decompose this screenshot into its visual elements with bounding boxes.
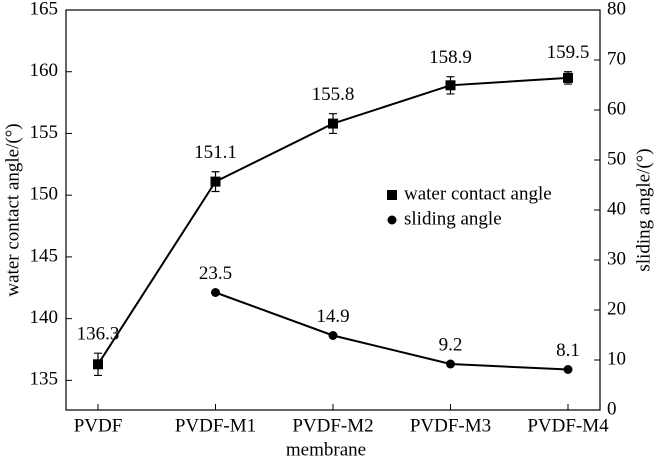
marker bbox=[446, 359, 455, 369]
x-tick-label: PVDF-M2 bbox=[292, 415, 373, 436]
y2-tick-label: 0 bbox=[607, 398, 617, 419]
legend-marker bbox=[387, 215, 397, 225]
marker bbox=[210, 176, 221, 187]
marker bbox=[328, 331, 338, 340]
marker bbox=[563, 365, 573, 374]
marker bbox=[93, 359, 103, 370]
data-label: 23.5 bbox=[199, 263, 232, 284]
marker bbox=[328, 118, 338, 129]
y-tick-label: 165 bbox=[30, 0, 59, 19]
data-label: 136.3 bbox=[77, 324, 120, 345]
y-tick-label: 150 bbox=[30, 184, 59, 205]
plot-frame bbox=[65, 9, 601, 411]
y2-tick-label: 80 bbox=[607, 0, 626, 19]
x-axis-label: membrane bbox=[286, 439, 366, 460]
x-tick-label: PVDF bbox=[74, 415, 123, 436]
data-label: 159.5 bbox=[547, 42, 590, 63]
x-tick-label: PVDF-M1 bbox=[175, 415, 256, 436]
marker bbox=[445, 80, 456, 91]
y2-tick-label: 50 bbox=[607, 148, 626, 169]
legend-marker bbox=[387, 190, 397, 200]
y-tick-label: 155 bbox=[30, 122, 59, 143]
y-tick-label: 140 bbox=[30, 307, 59, 328]
y2-tick-label: 10 bbox=[607, 348, 626, 369]
marker bbox=[563, 72, 573, 83]
data-label: 155.8 bbox=[312, 84, 355, 105]
data-label: 9.2 bbox=[439, 334, 463, 355]
data-label: 151.1 bbox=[194, 142, 237, 163]
y2-tick-label: 60 bbox=[607, 98, 626, 119]
y2-tick-label: 30 bbox=[607, 248, 626, 269]
y2-tick-label: 40 bbox=[607, 198, 626, 219]
y-tick-label: 145 bbox=[30, 245, 59, 266]
y-tick-label: 160 bbox=[30, 60, 59, 81]
legend-label: sliding angle bbox=[404, 208, 502, 229]
y-tick-label: 135 bbox=[30, 369, 59, 390]
data-label: 8.1 bbox=[556, 340, 580, 361]
y2-tick-label: 20 bbox=[607, 298, 626, 319]
marker bbox=[211, 288, 220, 297]
x-tick-label: PVDF-M4 bbox=[527, 415, 609, 436]
legend-label: water contact angle bbox=[404, 183, 552, 204]
y2-tick-label: 70 bbox=[607, 48, 626, 69]
series-line bbox=[215, 291, 569, 371]
x-tick-label: PVDF-M3 bbox=[410, 415, 491, 436]
y2-axis-label: sliding angle/(°) bbox=[633, 148, 654, 271]
data-label: 158.9 bbox=[429, 47, 472, 68]
y-axis-label: water contact angle/(°) bbox=[2, 123, 23, 296]
data-label: 14.9 bbox=[316, 306, 349, 327]
